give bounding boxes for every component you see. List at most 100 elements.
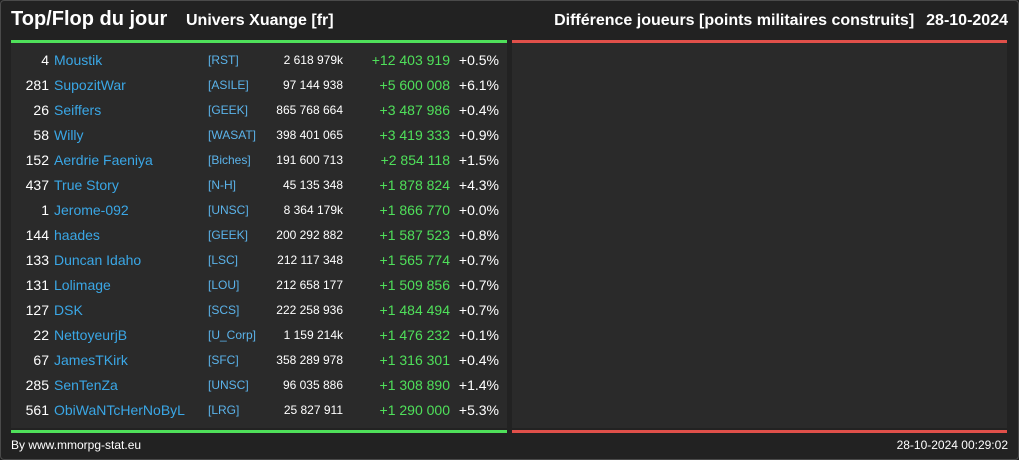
percent-value: +0.8% [458,227,499,243]
alliance-tag-link[interactable]: [WASAT] [208,128,256,142]
table-row: 22 NettoyeurjB [U_Corp] 1 159 214k +1 476 23… [11,323,507,348]
points-value: 1 159 214k [283,328,343,342]
top-panel [11,43,507,428]
top-panel-bottom-bar [11,430,507,433]
rank-value: 22 [33,327,49,343]
diff-value: +1 316 301 [379,352,450,368]
header-date: 28-10-2024 [926,12,1008,29]
rank-value: 133 [25,252,49,268]
rank-value: 67 [33,352,49,368]
alliance-tag-link[interactable]: [SFC] [208,353,239,367]
diff-value: +1 587 523 [379,227,450,243]
player-name-link[interactable]: ObiWaNTcHerNoByL [54,402,185,418]
diff-value: +5 600 008 [379,77,450,93]
points-value: 96 035 886 [282,378,343,392]
alliance-tag-link[interactable]: [ASILE] [208,78,249,92]
alliance-tag-link[interactable]: [Biches] [208,153,251,167]
alliance-tag-link[interactable]: [LSC] [208,253,239,267]
alliance-tag-link[interactable]: [N-H] [208,178,236,192]
player-name-link[interactable]: SupozitWar [54,77,126,93]
player-name-link[interactable]: Seiffers [54,102,102,118]
percent-value: +0.9% [458,127,499,143]
alliance-tag-link[interactable]: [RST] [208,53,239,67]
percent-value: +0.0% [458,202,499,218]
points-value: 8 364 179k [283,203,343,217]
points-value: 222 258 936 [276,303,343,317]
diff-value: +1 290 000 [379,402,450,418]
table-row: 58 Willy [WASAT] 398 401 065 +3 419 333 +0.9% [11,123,507,148]
percent-value: +1.5% [458,152,499,168]
diff-value: +1 509 856 [379,277,450,293]
percent-value: +0.4% [458,102,499,118]
player-name-link[interactable]: Jerome-092 [54,202,129,218]
rank-value: 1 [41,202,49,218]
percent-value: +4.3% [458,177,499,193]
diff-value: +1 565 774 [379,252,450,268]
rank-value: 152 [25,152,49,168]
diff-value: +3 419 333 [379,127,450,143]
percent-value: +0.4% [458,352,499,368]
points-value: 45 135 348 [282,178,343,192]
alliance-tag-link[interactable]: [SCS] [208,303,240,317]
table-row: 26 Seiffers [GEEK] 865 768 664 +3 487 986 +0.… [11,98,507,123]
points-value: 865 768 664 [276,103,343,117]
diff-value: +1 484 494 [379,302,450,318]
alliance-tag-link[interactable]: [GEEK] [208,103,249,117]
category-label: Différence joueurs [points militaires co… [554,12,915,29]
player-name-link[interactable]: SenTenZa [54,377,118,393]
points-value: 398 401 065 [276,128,343,142]
flop-panel-top-bar [512,40,1007,43]
alliance-tag-link[interactable]: [UNSC] [208,203,249,217]
alliance-tag-link[interactable]: [UNSC] [208,378,249,392]
alliance-tag-link[interactable]: [GEEK] [208,228,249,242]
diff-value: +2 854 118 [380,152,450,168]
player-name-link[interactable]: JamesTKirk [54,352,128,368]
table-row: 67 JamesTKirk [SFC] 358 289 978 +1 316 301 +0… [11,348,507,373]
player-name-link[interactable]: Duncan Idaho [54,252,142,268]
table-row: 4 Moustik [RST] 2 618 979k +12 403 919 +0.5% [11,48,507,73]
rank-value: 131 [25,277,49,293]
table-row: 1 Jerome-092 [UNSC] 8 364 179k +1 866 770 +0.… [11,198,507,223]
rank-value: 281 [25,77,49,93]
table-row: 152 Aerdrie Faeniya [Biches] 191 600 713 +2 … [11,148,507,173]
player-name-link[interactable]: Lolimage [54,277,111,293]
rank-value: 127 [25,302,49,318]
points-value: 191 600 713 [276,153,343,167]
percent-value: +0.1% [458,327,499,343]
points-value: 200 292 882 [276,228,343,242]
player-name-link[interactable]: Willy [54,127,84,143]
player-name-link[interactable]: haades [54,227,100,243]
player-name-link[interactable]: True Story [54,177,119,193]
header-right: Différence joueurs [points militaires co… [554,12,1008,30]
diff-value: +3 487 986 [379,102,450,118]
table-row: 561 ObiWaNTcHerNoByL [LRG] 25 827 911 +1 290… [11,398,507,423]
percent-value: +5.3% [458,402,499,418]
table-row: 133 Duncan Idaho [LSC] 212 117 348 +1 565 77… [11,248,507,273]
diff-value: +1 308 890 [379,377,450,393]
player-name-link[interactable]: Moustik [54,52,103,68]
points-value: 2 618 979k [283,53,343,67]
alliance-tag-link[interactable]: [LOU] [208,278,240,292]
player-name-link[interactable]: DSK [54,302,83,318]
points-value: 212 117 348 [277,253,343,267]
footer-timestamp: 28-10-2024 00:29:02 [896,438,1008,452]
percent-value: +0.7% [458,277,499,293]
rank-value: 144 [25,227,49,243]
rank-value: 26 [33,102,49,118]
rank-value: 58 [33,127,49,143]
diff-value: +1 866 770 [379,202,450,218]
points-value: 97 144 938 [282,78,343,92]
alliance-tag-link[interactable]: [U_Corp] [208,328,257,342]
page-title: Top/Flop du jour [11,8,168,30]
top-panel-top-bar [11,40,507,43]
alliance-tag-link[interactable]: [LRG] [208,403,240,417]
player-name-link[interactable]: NettoyeurjB [54,327,128,343]
rank-value: 561 [25,402,49,418]
points-value: 358 289 978 [276,353,343,367]
player-name-link[interactable]: Aerdrie Faeniya [54,152,153,168]
percent-value: +0.7% [458,252,499,268]
table-row: 281 SupozitWar [ASILE] 97 144 938 +5 600 008… [11,73,507,98]
table-row: 144 haades [GEEK] 200 292 882 +1 587 523 +0.8… [11,223,507,248]
rank-value: 285 [25,377,49,393]
table-row: 131 Lolimage [LOU] 212 658 177 +1 509 856 +0.… [11,273,507,298]
